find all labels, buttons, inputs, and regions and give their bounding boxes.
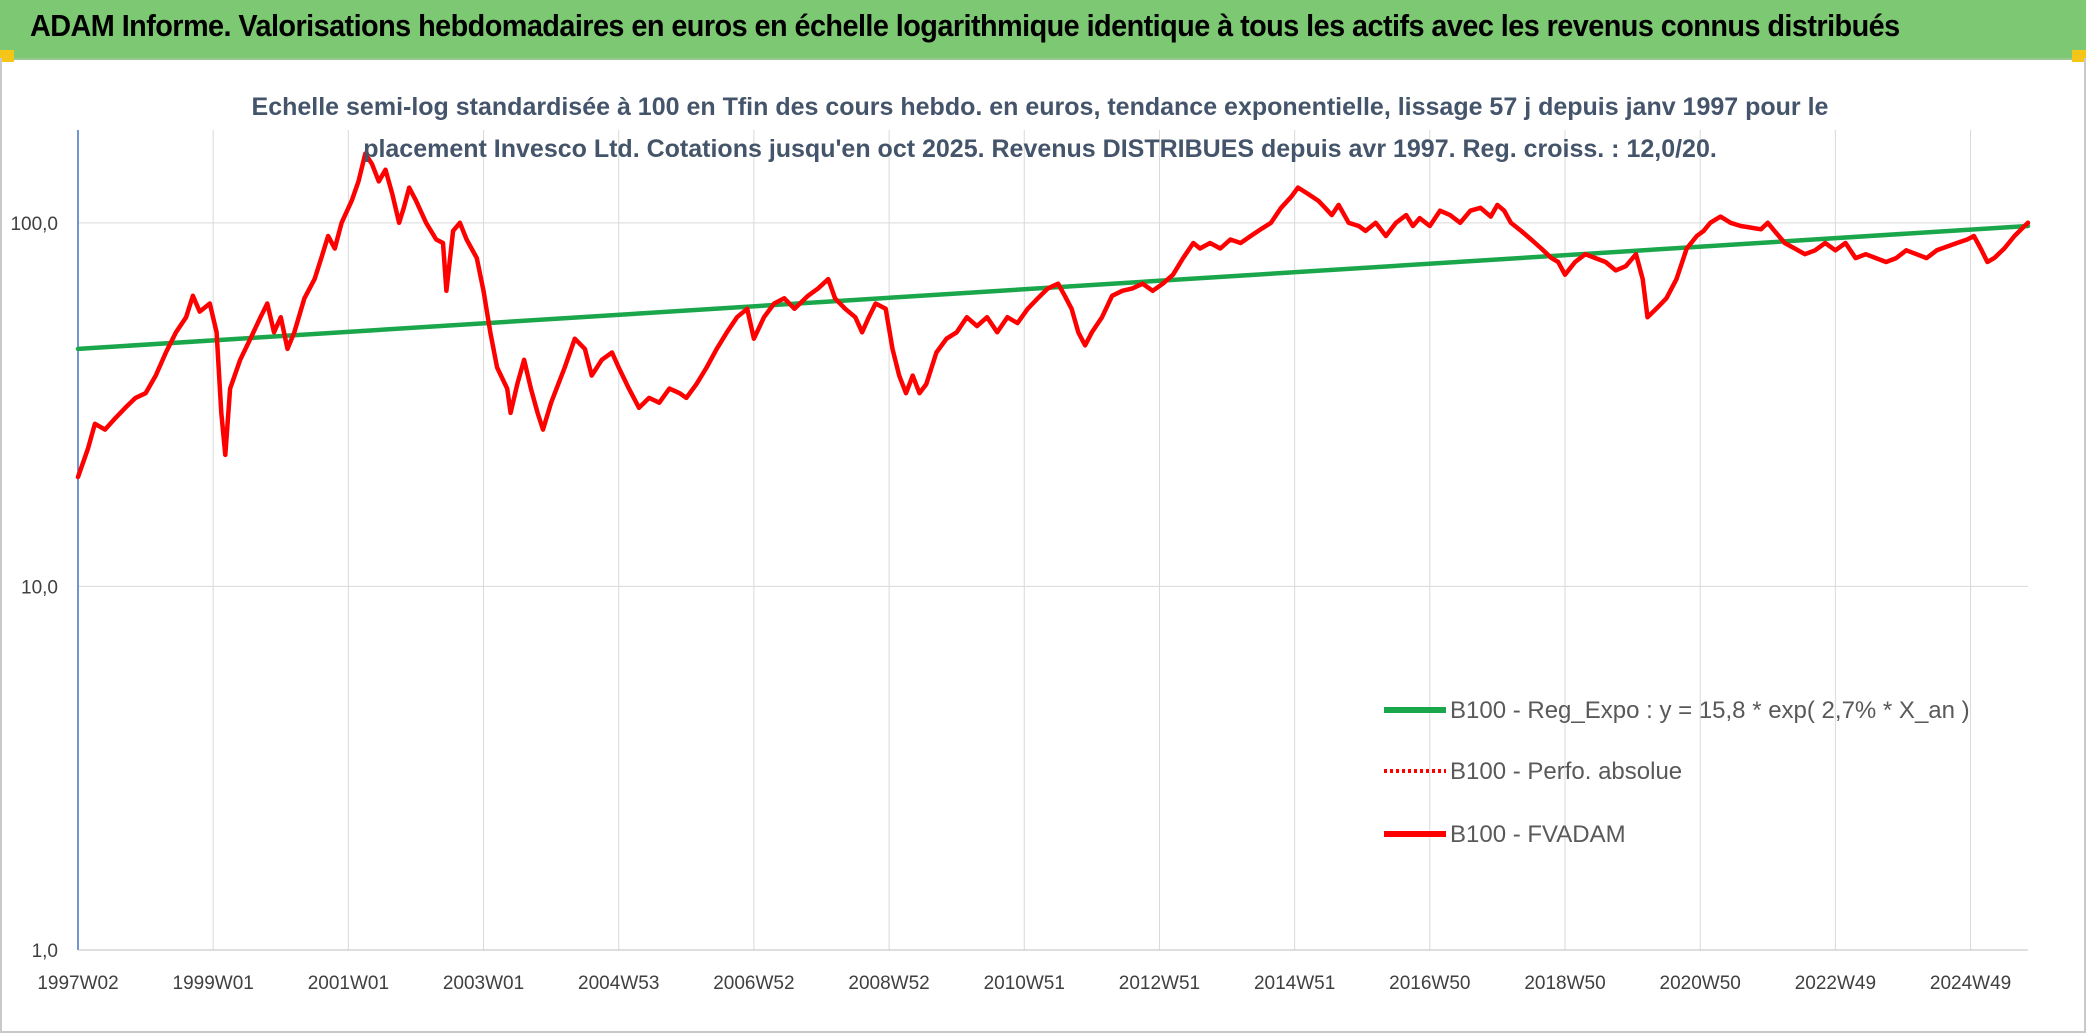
x-tick-label: 2014W51 [1254, 973, 1335, 994]
legend-item-regression: B100 - Reg_Expo : y = 15,8 * exp( 2,7% *… [1450, 697, 1970, 724]
report-title: ADAM Informe. Valorisations hebdomadaire… [30, 8, 1900, 43]
report-banner: ADAM Informe. Valorisations hebdomadaire… [0, 0, 2086, 60]
x-tick-label: 2020W50 [1660, 973, 1741, 994]
chart-title: Echelle semi-log standardisée à 100 en T… [252, 93, 1829, 163]
legend-item-fvadam: B100 - FVADAM [1450, 821, 1626, 848]
x-tick-label: 2001W01 [308, 973, 389, 994]
x-tick-label: 2003W01 [443, 973, 524, 994]
grid [78, 130, 2028, 951]
y-tick-label: 100,0 [10, 214, 58, 235]
axes: 1,0 10,0 100,0 1997W02 1999W01 2001W01 2003W01… [10, 130, 2028, 994]
chart-frame [0, 58, 2086, 1033]
corner-marker-left [0, 50, 14, 62]
x-tick-label: 1999W01 [173, 973, 254, 994]
x-tick-label: 2010W51 [984, 973, 1065, 994]
x-tick-label: 2004W53 [578, 973, 659, 994]
series [75, 151, 2031, 480]
chart-title-line-1: Echelle semi-log standardisée à 100 en T… [252, 93, 1829, 121]
x-tick-label: 2018W50 [1524, 973, 1605, 994]
x-tick-label: 2022W49 [1795, 973, 1876, 994]
chart-title-line-2: placement Invesco Ltd. Cotations jusqu'e… [363, 135, 1717, 163]
x-tick-label: 2024W49 [1930, 973, 2011, 994]
corner-marker-right [2072, 50, 2086, 62]
legend-item-perfo: B100 - Perfo. absolue [1450, 758, 1682, 785]
y-tick-label: 10,0 [21, 577, 58, 598]
x-tick-label: 2006W52 [713, 973, 794, 994]
x-tick-label: 2016W50 [1389, 973, 1470, 994]
x-tick-label: 2012W51 [1119, 973, 1200, 994]
x-tick-label: 2008W52 [848, 973, 929, 994]
y-tick-label: 1,0 [32, 941, 58, 962]
x-tick-label: 1997W02 [37, 973, 118, 994]
series-line-fvadam [75, 151, 2031, 480]
legend: B100 - Reg_Expo : y = 15,8 * exp( 2,7% *… [1384, 697, 1970, 848]
